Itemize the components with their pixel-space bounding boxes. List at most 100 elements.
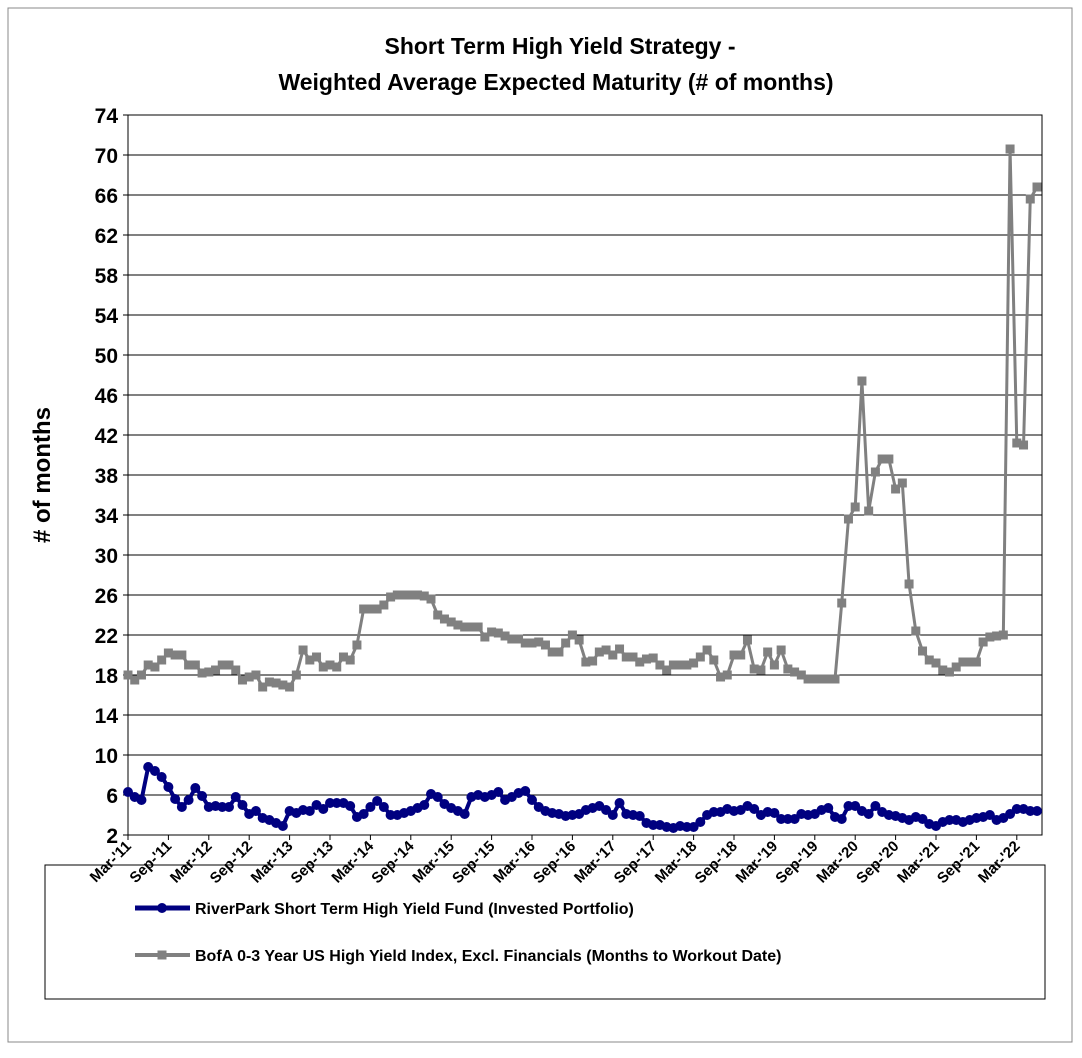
data-point	[197, 791, 208, 801]
data-point	[359, 604, 369, 614]
y-tick-label: 26	[95, 585, 118, 608]
data-point	[345, 655, 355, 665]
data-point	[823, 803, 834, 813]
data-point	[951, 662, 961, 672]
data-point	[729, 650, 739, 660]
data-point	[459, 809, 470, 819]
data-point	[965, 657, 975, 667]
data-point	[607, 810, 618, 820]
data-point	[237, 800, 248, 810]
data-point	[992, 631, 1002, 641]
y-tick-label: 50	[95, 345, 118, 368]
data-point	[628, 652, 638, 662]
data-point	[897, 478, 907, 488]
y-tick-label: 10	[95, 745, 118, 768]
data-point	[702, 645, 712, 655]
data-point	[817, 674, 827, 684]
data-point	[379, 600, 389, 610]
data-point	[756, 665, 766, 675]
data-point	[143, 660, 153, 670]
data-point	[277, 821, 288, 831]
data-point	[1005, 144, 1015, 154]
y-tick-label: 30	[95, 545, 118, 568]
data-point	[749, 804, 760, 814]
y-tick-label: 42	[95, 425, 118, 448]
data-point	[621, 652, 631, 662]
data-point	[177, 650, 187, 660]
data-point	[224, 660, 234, 670]
data-point	[709, 655, 719, 665]
y-tick-label: 46	[95, 385, 118, 408]
data-point	[864, 506, 874, 516]
data-point	[527, 638, 537, 648]
data-point	[285, 682, 295, 692]
data-point	[736, 650, 746, 660]
data-point	[176, 802, 187, 812]
data-point	[318, 662, 328, 672]
data-point	[237, 675, 247, 685]
data-point	[924, 655, 934, 665]
data-point	[426, 594, 436, 604]
data-point	[264, 677, 274, 687]
data-point	[527, 795, 537, 805]
y-tick-label: 38	[95, 465, 119, 488]
data-point	[561, 638, 571, 648]
data-point	[372, 604, 382, 614]
data-point	[123, 670, 133, 680]
data-point	[372, 796, 383, 806]
data-point	[668, 660, 678, 670]
data-point	[675, 660, 685, 670]
y-tick-label: 22	[95, 625, 118, 648]
data-point	[776, 645, 786, 655]
data-point	[641, 654, 651, 664]
data-point	[803, 674, 813, 684]
data-point	[130, 675, 140, 685]
data-point	[149, 766, 160, 776]
data-point	[520, 638, 530, 648]
data-point	[520, 786, 531, 796]
data-point	[156, 772, 167, 782]
data-point	[432, 792, 443, 802]
data-point	[446, 617, 456, 627]
y-tick-label: 34	[95, 505, 119, 528]
data-point	[358, 809, 369, 819]
data-point	[911, 626, 921, 636]
data-point	[534, 637, 544, 647]
data-point	[985, 632, 995, 642]
data-point	[635, 657, 645, 667]
data-point	[211, 665, 221, 675]
data-point	[244, 672, 254, 682]
data-point	[386, 592, 396, 602]
data-point	[588, 656, 598, 666]
data-point	[150, 662, 160, 672]
legend-marker	[157, 903, 167, 913]
data-point	[810, 674, 820, 684]
data-point	[298, 645, 308, 655]
data-point	[615, 644, 625, 654]
data-point	[763, 647, 773, 657]
chart-title: Short Term High Yield Strategy -	[384, 33, 735, 59]
data-point	[163, 648, 173, 658]
data-point	[742, 635, 752, 645]
y-tick-label: 18	[95, 665, 119, 688]
data-point	[904, 579, 914, 589]
legend-label: RiverPark Short Term High Yield Fund (In…	[195, 901, 634, 918]
data-point	[493, 628, 503, 638]
data-point	[594, 647, 604, 657]
data-point	[466, 622, 476, 632]
legend-marker	[157, 950, 167, 960]
data-point	[978, 637, 988, 647]
data-point	[870, 801, 881, 811]
data-point	[581, 657, 591, 667]
data-point	[790, 667, 800, 677]
data-point	[493, 787, 504, 797]
data-point	[796, 670, 806, 680]
data-point	[136, 670, 146, 680]
data-point	[251, 670, 261, 680]
data-point	[184, 660, 194, 670]
y-tick-label: 2	[106, 825, 118, 848]
data-point	[648, 653, 658, 663]
data-point	[163, 782, 174, 792]
data-point	[850, 502, 860, 512]
data-point	[291, 670, 301, 680]
